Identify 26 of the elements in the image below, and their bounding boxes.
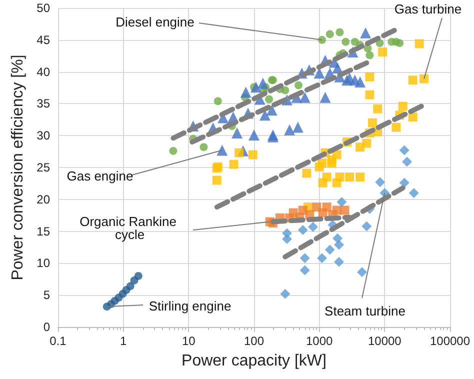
x-tick-label: 0.1: [50, 334, 67, 348]
y-tick-label: 45: [36, 32, 50, 47]
text: Gas engine: [66, 168, 134, 184]
y-tick-label: 10: [36, 256, 50, 270]
x-tick-label: 1: [120, 334, 127, 348]
y-tick-label: 20: [36, 192, 50, 206]
text: Gas turbine: [394, 2, 462, 16]
y-tick-label: 35: [36, 96, 50, 111]
y-tick-label: 25: [36, 160, 50, 174]
y-tick-label: 40: [36, 64, 50, 79]
x-tick-label: 100000: [430, 334, 470, 348]
series-label: Stirling engine: [148, 298, 232, 314]
y-axis-title: Power conversion efficiency [%]: [9, 54, 26, 280]
y-tick-label: 5: [43, 288, 50, 302]
text: Steam turbine: [324, 304, 406, 318]
text: Diesel engine: [116, 14, 194, 30]
text: Organic Rankine cycle: [80, 214, 176, 242]
x-tick-label: 100: [244, 334, 264, 348]
y-tick-label: 30: [36, 128, 50, 143]
y-tick-label: 15: [36, 224, 50, 238]
x-axis-title: Power capacity [kW]: [182, 352, 326, 370]
y-tick-label: 50: [36, 1, 50, 15]
x-tick-label: 1000: [306, 334, 334, 348]
x-tick-label: 10: [182, 334, 196, 348]
x-tick-label: 10000: [368, 334, 402, 348]
y-tick-label: 0: [43, 320, 50, 334]
